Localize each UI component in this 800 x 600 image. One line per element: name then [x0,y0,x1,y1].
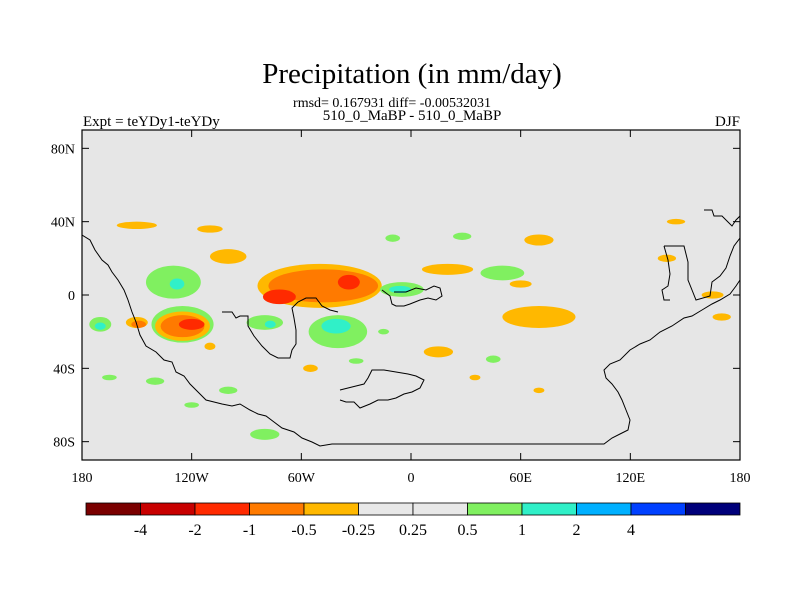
anomaly-blob-16 [337,274,360,290]
colorbar-label-5: 0.25 [399,522,427,539]
coastline-east-asia [664,237,740,301]
anomaly-blob-23 [385,234,401,242]
anomaly-blob-43 [533,387,545,394]
anomaly-blob-10 [116,221,157,229]
colorbar-label-9: 4 [627,522,635,539]
y-tick-label-4: 80S [53,436,75,451]
x-tick-label-0: 180 [72,471,93,486]
anomaly-blob-20 [264,320,276,329]
coastline-africa [381,285,443,307]
colorbar-box-3 [249,502,305,516]
anomaly-blob-3 [131,320,146,329]
anomaly-blob-40 [348,358,364,364]
anomaly-blob-30 [509,280,532,288]
colorbar-label-0: -4 [134,522,147,539]
x-tick-label-4: 60E [509,471,532,486]
anomaly-blob-26 [421,263,474,275]
colorbar-box-10 [630,502,686,516]
anomaly-blob-25 [524,234,554,246]
colorbar-box-0 [85,502,141,516]
anomaly-blob-37 [219,386,238,395]
colorbar-label-6: 0.5 [458,522,478,539]
y-tick-label-1: 40N [51,216,75,231]
colorbar-label-1: -2 [188,522,201,539]
anomaly-blob-42 [469,374,481,381]
anomaly-blob-28 [502,306,576,328]
anomaly-blob-34 [666,218,686,225]
experiment-label: Expt = teYDy1-teYDy [83,114,220,130]
anomaly-blob-45 [303,364,318,373]
anomaly-blob-46 [378,328,390,335]
anomaly-blob-39 [250,428,280,440]
colorbar: -4 -2 -1 -0.5 -0.25 0.25 0.5 1 2 4 [85,502,741,539]
colorbar-label-3: -0.5 [291,522,316,539]
anomaly-blob-9 [169,278,185,290]
colorbar-box-5 [358,502,414,516]
y-tick-label-0: 80N [51,142,75,157]
coastline-east-asia-inner [661,245,671,301]
colorbar-box-8 [521,502,577,516]
colorbar-box-7 [467,502,523,516]
colorbar-label-4: -0.25 [342,522,375,539]
anomaly-blob-31 [657,254,677,262]
anomaly-blob-27 [480,265,525,281]
coastlines [82,209,740,447]
anomaly-blob-35 [102,374,117,381]
season-label: DJF [715,114,740,130]
anomaly-blob-41 [485,355,501,363]
coastline-antarctic-shelf [339,369,425,409]
anomaly-blob-12 [209,249,247,264]
axis-ticks: 180 120W 60W 0 60E 120E 180 80N 40N 0 40S 80S [51,130,751,486]
x-tick-label-1: 120W [175,471,210,486]
colorbar-box-1 [140,502,196,516]
chart-subtitle: 510_0_MaBP - 510_0_MaBP [323,108,502,124]
anomaly-blob-38 [184,402,199,408]
coastline-south-america-east [222,297,339,359]
anomaly-blob-22 [389,285,411,294]
x-tick-label-3: 0 [408,471,415,486]
y-tick-label-3: 40S [53,362,75,377]
anomaly-blob-33 [712,313,731,321]
anomaly-blob-18 [321,318,351,334]
anomaly-blob-15 [262,289,296,305]
x-tick-label-2: 60W [288,471,316,486]
anomaly-blob-11 [197,225,223,233]
colorbar-box-4 [303,502,359,516]
anomaly-blob-29 [423,346,454,358]
anomaly-blob-36 [145,377,165,385]
anomaly-blob-44 [204,342,216,351]
x-tick-label-6: 180 [730,471,751,486]
y-tick-label-2: 0 [68,289,75,304]
coastline-northeast-asia [704,209,740,227]
stats-line: rmsd= 0.167931 diff= -0.00532031 [293,96,491,111]
anomaly-blob-1 [94,322,106,330]
anomaly-blob-19 [246,315,284,330]
x-tick-label-5: 120E [616,471,646,486]
colorbar-box-2 [194,502,250,516]
colorbar-box-9 [576,502,632,516]
colorbar-label-2: -1 [243,522,256,539]
anomaly-contours [89,218,731,440]
anomaly-blob-24 [453,232,472,240]
colorbar-box-6 [412,502,468,516]
coastline-americas-west [82,234,740,447]
colorbar-label-8: 2 [573,522,581,539]
anomaly-blob-7 [178,318,205,330]
colorbar-label-7: 1 [518,522,526,539]
chart-title: Precipitation (in mm/day) [262,58,562,90]
colorbar-box-11 [685,502,741,516]
